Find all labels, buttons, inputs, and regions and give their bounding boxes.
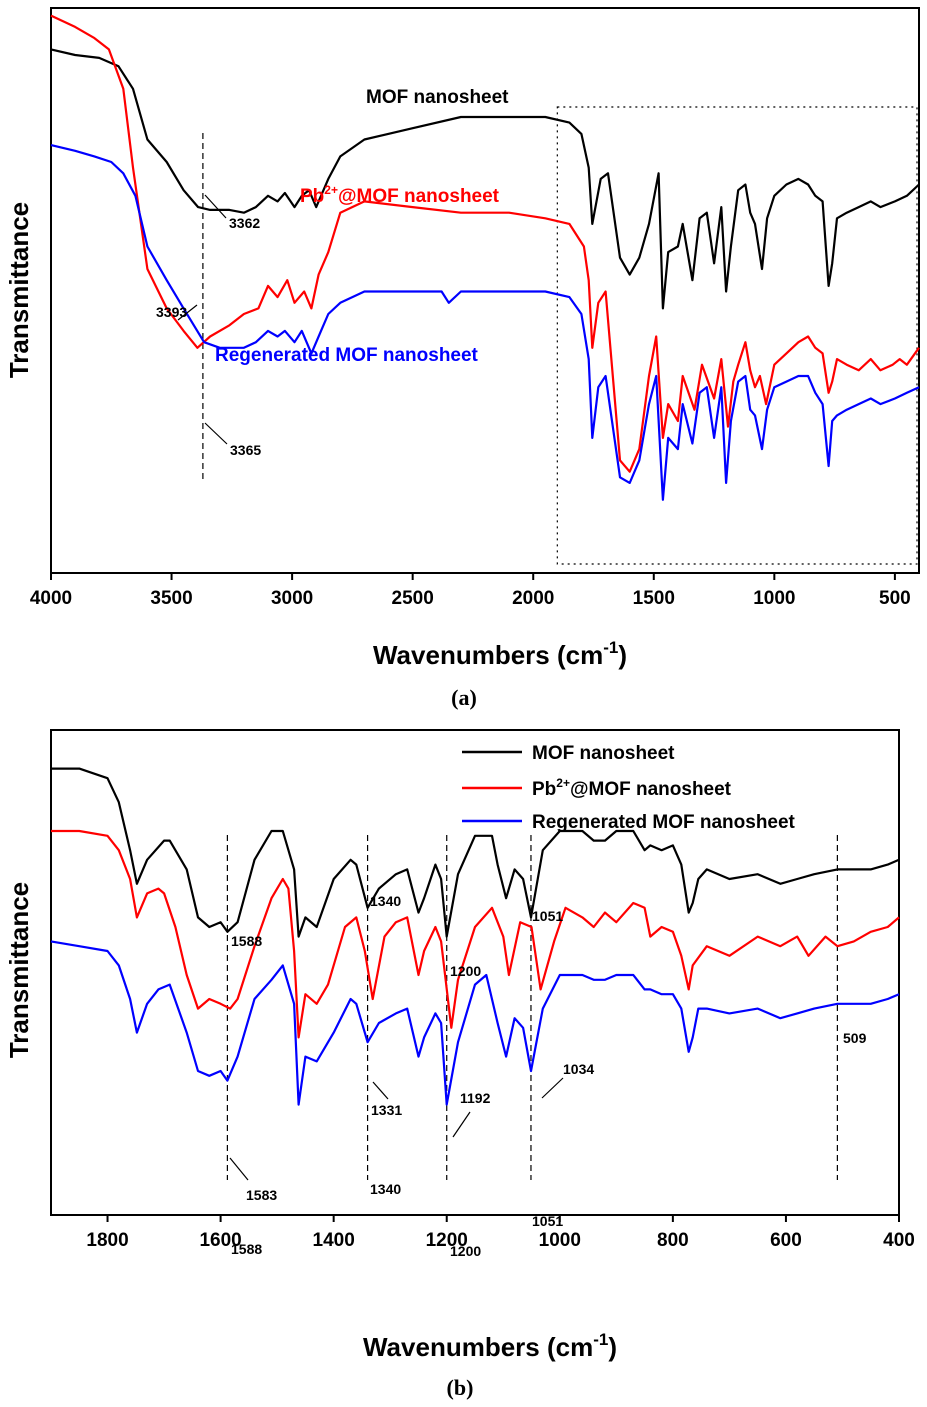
annot-b-1200-bottom: 1200 [450,1243,481,1259]
panel-b-legend: MOF nanosheet Pb2+@MOF nanosheet Regener… [462,743,796,833]
panel-b-x-ticks: 1800 1600 1400 1200 1000 800 600 400 [86,1215,915,1251]
panel-a: 4000 3500 3000 2500 2000 1500 1000 500 MOF nano… [4,7,920,710]
series-line-mof [51,767,900,938]
annot-b-1192: 1192 [460,1090,491,1106]
x-tick-label: 3000 [271,588,313,609]
x-tick-label: 1500 [633,588,675,609]
x-tick-label: 1200 [426,1230,468,1251]
x-tick-label: 400 [883,1230,915,1251]
annot-arrow-b-1192 [452,1111,471,1138]
panel-a-series [50,14,920,501]
x-tick-label: 1000 [753,588,795,609]
annot-arrow-3365 [204,422,228,445]
panel-b-caption: (b) [447,1375,474,1400]
x-tick-label: 1000 [539,1230,581,1251]
annot-b-1588-bottom: 1588 [231,1241,262,1257]
panel-a-caption: (a) [451,685,477,710]
x-tick-label: 3500 [150,588,192,609]
panel-b-x-label: Wavenumbers (cm-1) [363,1330,617,1362]
panel-a-label-regen: Regenerated MOF nanosheet [215,345,479,366]
annot-3393: 3393 [156,304,187,320]
annot-b-1340-bottom: 1340 [370,1181,401,1197]
panel-a-label-mof: MOF nanosheet [366,87,509,108]
panel-b-annotations: 1588 1340 1200 1051 509 1331 1192 1034 1… [229,893,867,1259]
zoom-region-box [556,106,918,565]
annot-b-1200-top: 1200 [450,963,481,979]
panel-a-zoom-box [556,106,918,565]
annot-b-1340-top: 1340 [370,893,401,909]
annot-arrow-3362 [204,194,227,219]
panel-a-y-label: Transmittance [4,202,34,378]
x-tick-label: 2500 [392,588,434,609]
annot-b-509: 509 [843,1030,867,1046]
annot-b-1588-top: 1588 [231,933,262,949]
panel-a-x-label: Wavenumbers (cm-1) [373,638,627,670]
x-tick-label: 4000 [30,588,72,609]
annot-arrow-b-1034 [541,1077,564,1099]
annot-3362: 3362 [229,215,260,231]
panel-a-x-ticks: 4000 3500 3000 2500 2000 1500 1000 500 [30,573,911,609]
annot-b-1583: 1583 [246,1187,277,1203]
x-tick-label: 2000 [512,588,554,609]
legend-label-regen: Regenerated MOF nanosheet [532,812,796,833]
series-line-pb-mof [50,14,920,473]
annot-b-1331: 1331 [371,1102,402,1118]
panel-a-label-pb: Pb2+@MOF nanosheet [300,183,500,207]
annot-arrow-b-1331 [372,1081,389,1100]
annot-3365: 3365 [230,442,261,458]
x-tick-label: 1600 [199,1230,241,1251]
panel-b-series [50,767,900,1106]
x-tick-label: 800 [657,1230,689,1251]
legend-label-mof: MOF nanosheet [532,743,675,764]
x-tick-label: 500 [879,588,911,609]
panel-b: 1800 1600 1400 1200 1000 800 600 400 MOF nanosh… [4,729,915,1400]
panel-a-annotations: 3362 3393 3365 [156,194,261,458]
annot-arrow-3393 [177,304,198,321]
x-tick-label: 1400 [313,1230,355,1251]
panel-a-frame [50,7,920,574]
series-line-regenerated [50,940,900,1106]
series-line-regenerated [50,144,920,501]
legend-label-pb: Pb2+@MOF nanosheet [532,776,732,800]
series-line-mof [50,48,920,310]
panel-b-reference-lines [226,835,838,1180]
x-tick-label: 600 [770,1230,802,1251]
annot-b-1051-top: 1051 [532,908,563,924]
annot-arrow-b-1583 [229,1157,249,1181]
x-tick-label: 1800 [86,1230,128,1251]
series-line-pb-mof [51,829,900,1039]
annot-b-1034: 1034 [563,1061,594,1077]
annot-b-1051-bottom: 1051 [532,1213,563,1229]
panel-b-y-label: Transmittance [4,882,34,1058]
panel-b-frame [50,729,900,1216]
